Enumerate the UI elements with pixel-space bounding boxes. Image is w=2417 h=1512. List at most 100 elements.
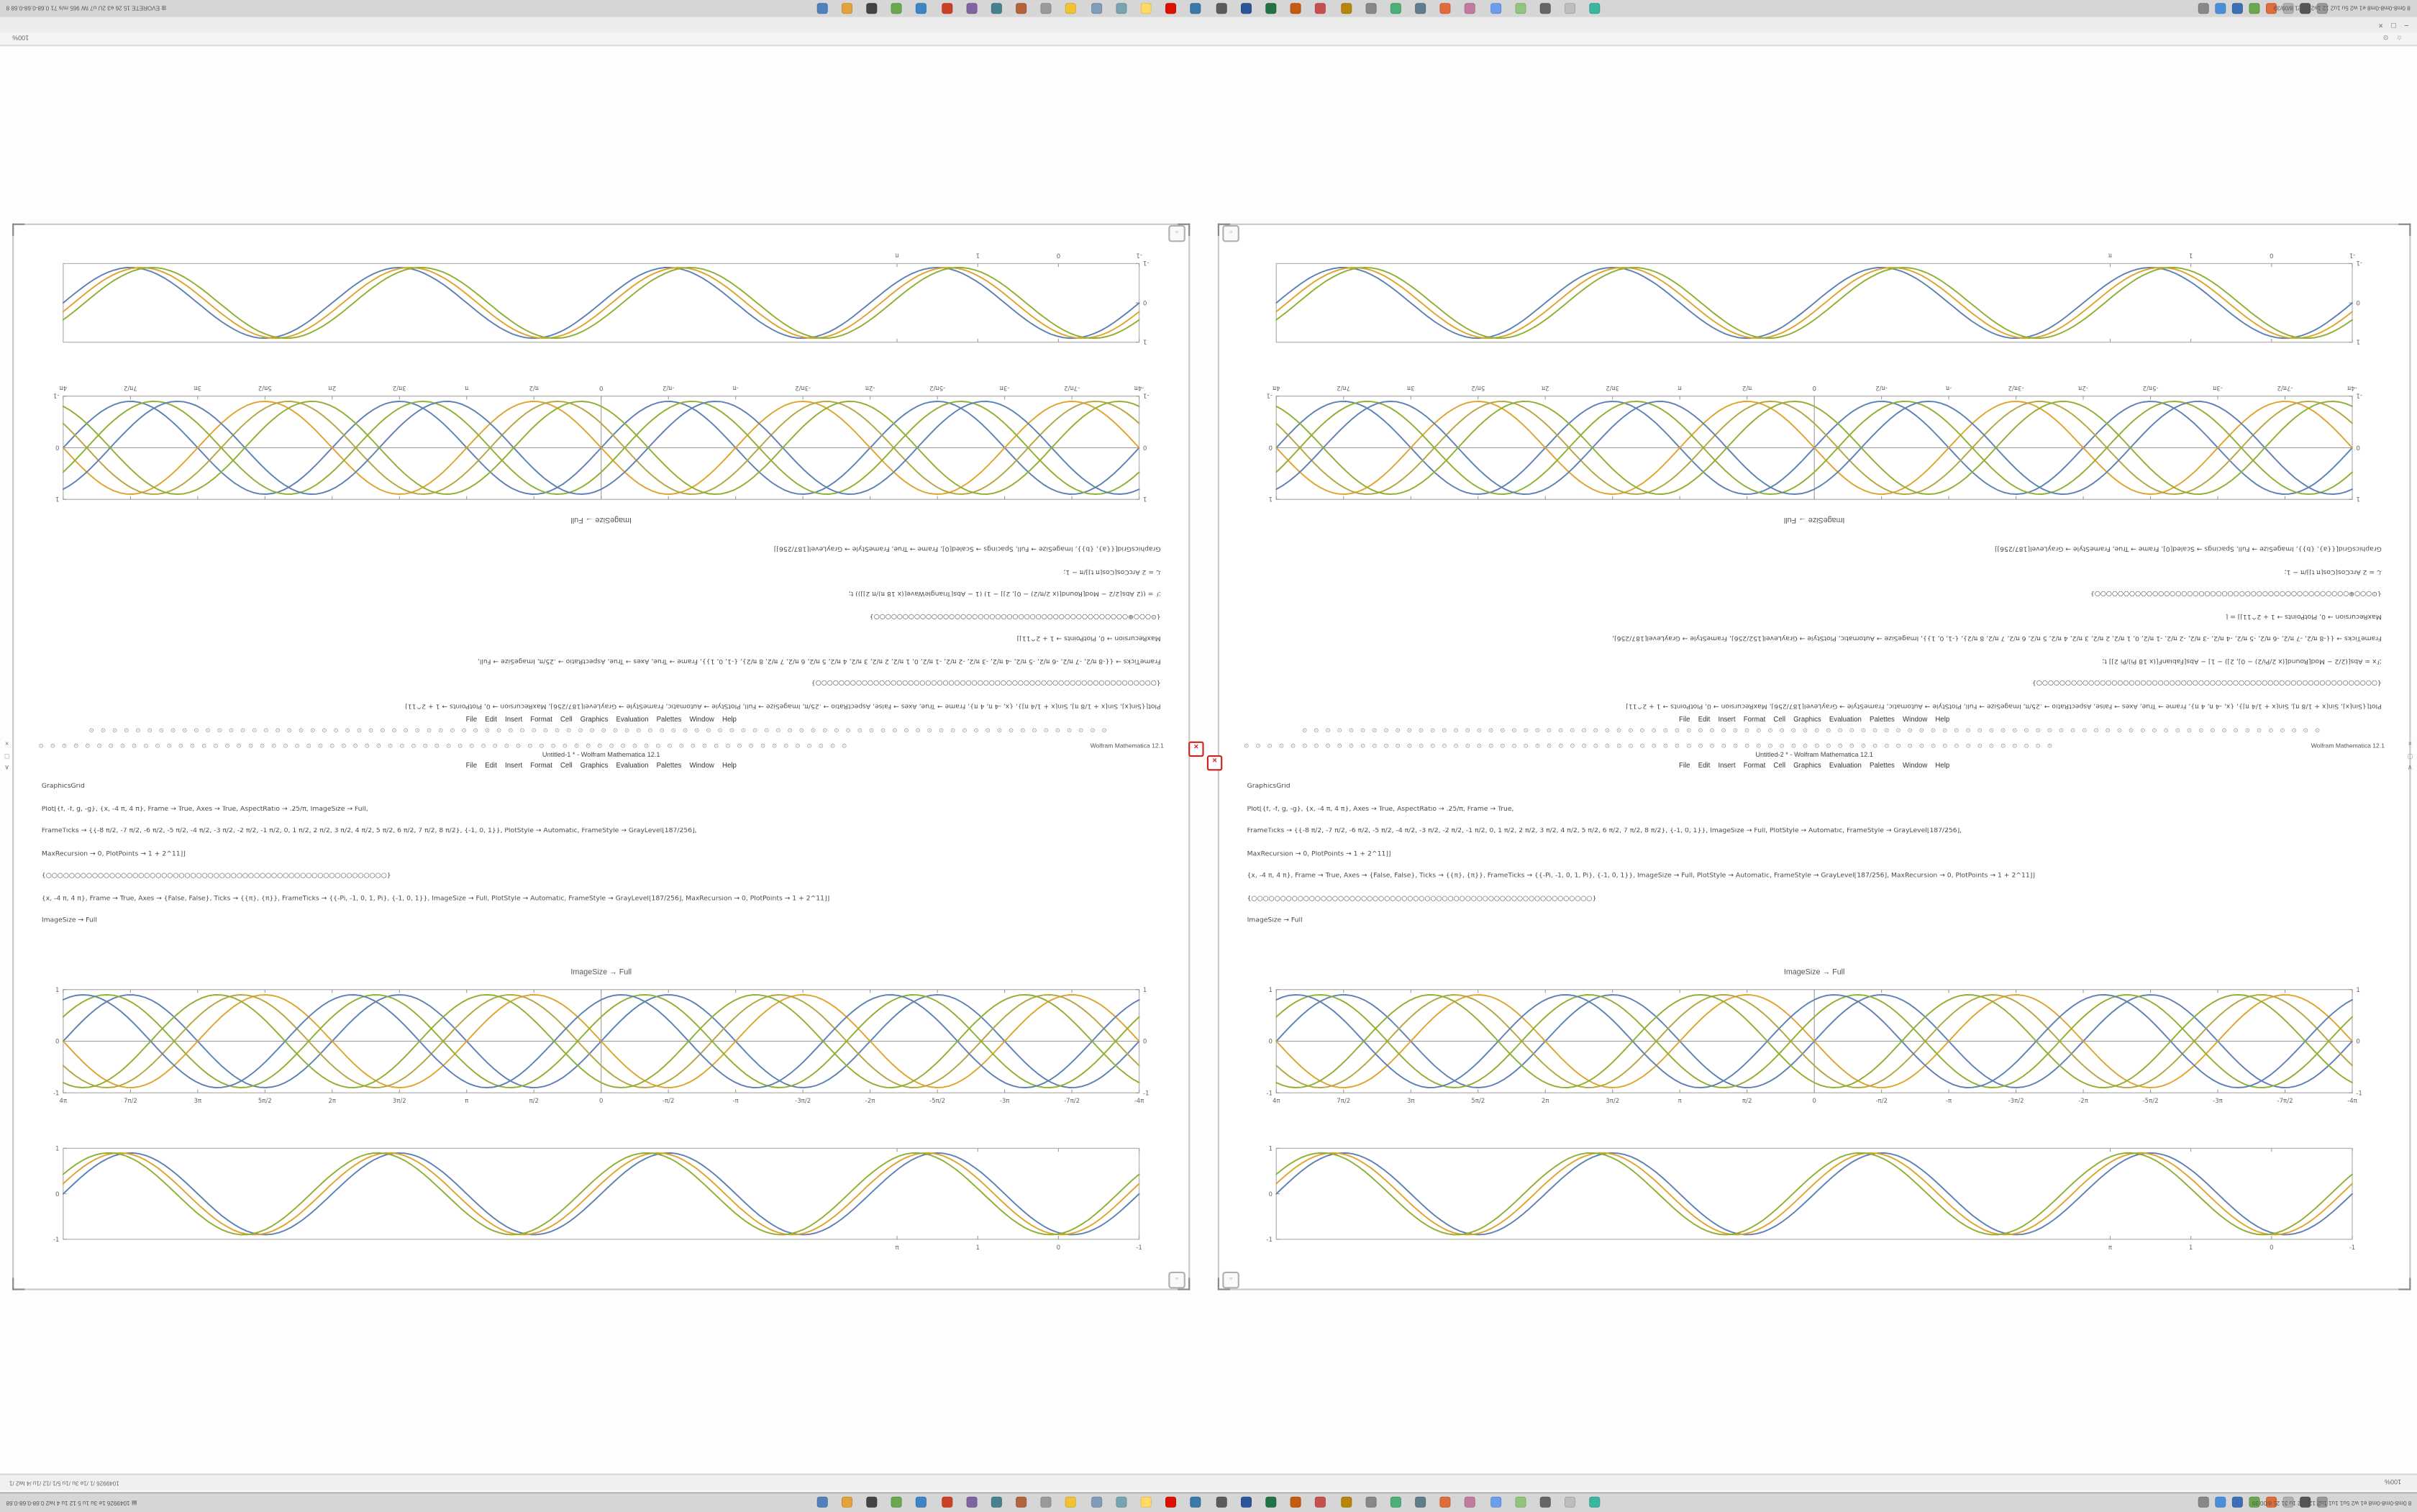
web-browser-icon[interactable]	[816, 2, 827, 14]
updates-icon[interactable]	[2266, 3, 2277, 14]
calendar-icon[interactable]	[941, 1495, 952, 1507]
browser-alt-icon[interactable]	[1440, 1495, 1452, 1507]
weather-icon[interactable]	[1515, 2, 1526, 14]
mail-icon[interactable]	[916, 2, 927, 14]
writer-icon[interactable]	[1240, 2, 1252, 14]
menu-item-palettes[interactable]: Palettes	[1870, 715, 1895, 723]
menu-item-format[interactable]: Format	[530, 761, 552, 770]
code-cell-bottom[interactable]: GraphicsGrid Plot[{f, -f, g, -g}, {x, -4 …	[1247, 783, 2382, 962]
code-line[interactable]: GraphicsGrid[{{a}, {b}}, ImageSize → Ful…	[1994, 545, 2382, 553]
system-monitor-icon[interactable]	[1390, 2, 1401, 14]
toolbar-row-2[interactable]: ⊙⊙⊙⊙⊙⊙⊙⊙⊙⊙⊙⊙⊙⊙⊙⊙⊙⊙⊙⊙⊙⊙⊙⊙⊙⊙⊙⊙⊙⊙⊙⊙⊙⊙⊙⊙⊙⊙⊙⊙…	[1244, 740, 2059, 749]
text-editor-icon[interactable]	[891, 1495, 902, 1507]
menu-item-window[interactable]: Window	[1902, 761, 1928, 770]
code-line[interactable]: Plot[{Sin[x], Sin[x + 1/8 π], Sin[x + 1/…	[405, 701, 1161, 709]
code-line[interactable]: FrameTicks → {{-8 π/2, -7 π/2, -6 π/2, -…	[477, 656, 1161, 665]
menu-item-cell[interactable]: Cell	[1773, 761, 1786, 770]
settings-icon[interactable]	[1041, 2, 1052, 14]
menu-item-edit[interactable]: Edit	[485, 715, 497, 723]
terminal-icon[interactable]	[866, 2, 878, 14]
panel-corner-button[interactable]: ▫	[1168, 1271, 1185, 1289]
virtual-machine-icon[interactable]	[1415, 2, 1426, 14]
menu-item-graphics[interactable]: Graphics	[1793, 715, 1821, 723]
system-monitor-icon[interactable]	[1390, 1495, 1401, 1507]
code-line[interactable]: ℱ = ((2 Abs[2/2 − Mod[Round[(x 2/π/2) − …	[848, 589, 1161, 598]
code-line[interactable]: {⊙○○○⊕○○○○○○○○○○○○○○○○○○○○○○○○○○○○○○○○○○…	[869, 611, 1161, 620]
code-line[interactable]: {○○○○○○○○○○○○○○○○○○○○○○○○○○○○○○○○○○○○○○○…	[41, 872, 391, 880]
toolbar-row[interactable]: ⊙⊙⊙⊙⊙⊙⊙⊙⊙⊙⊙⊙⊙⊙⊙⊙⊙⊙⊙⊙⊙⊙⊙⊙⊙⊙⊙⊙⊙⊙⊙⊙⊙⊙⊙⊙⊙⊙⊙⊙…	[1302, 726, 2327, 734]
bluetooth-icon[interactable]	[2231, 1496, 2243, 1508]
code-editor-icon[interactable]	[1191, 1495, 1202, 1507]
menu-item-edit[interactable]: Edit	[1698, 715, 1711, 723]
menu-item-window[interactable]: Window	[689, 761, 714, 770]
code-line[interactable]: Plot[{Sin[x], Sin[x + 1/8 π], Sin[x + 1/…	[1626, 701, 2382, 709]
maximize-icon[interactable]: □	[4, 751, 9, 760]
camera-icon[interactable]	[1539, 2, 1551, 14]
menu-item-palettes[interactable]: Palettes	[656, 761, 682, 770]
menu-item-palettes[interactable]: Palettes	[656, 715, 682, 723]
menu-item-insert[interactable]: Insert	[1718, 715, 1736, 723]
disks-icon[interactable]	[1365, 1495, 1376, 1507]
code-line[interactable]: {x, -4 π, 4 π}, Frame → True, Axes → {Fa…	[41, 894, 830, 903]
help-icon[interactable]	[1590, 2, 1601, 14]
notebook-window-left[interactable]: -1 0 1 π 1 0 -1 -4π -7π/2 -3π -5π/2 -2π -3π/2 -π -π/2…	[12, 223, 1191, 1290]
code-line[interactable]: FrameTicks → {{-8 π/2, -7 π/2, -6 π/2, -…	[1612, 634, 2382, 642]
calculator-icon[interactable]	[1091, 1495, 1102, 1507]
menu-item-window[interactable]: Window	[1902, 715, 1928, 723]
chevron-up-icon[interactable]: ∧	[2407, 762, 2413, 771]
menu-item-cell[interactable]: Cell	[560, 761, 573, 770]
volume-icon[interactable]	[2215, 1496, 2226, 1508]
bluetooth-icon[interactable]	[2231, 3, 2243, 14]
code-cell-bottom[interactable]: GraphicsGrid Plot[{f, -f, g, -g}, {x, -4 …	[42, 783, 1161, 962]
notebook-window-right[interactable]: -1 0 1 π 1 0 -1 -4π -7π/2 -3π -5π/2 -2π -3π/2 -π -π/2…	[1217, 223, 2411, 1290]
code-line[interactable]: Plot[{f, -f, g, -g}, {x, -4 π, 4 π}, Axe…	[1247, 805, 1514, 814]
code-line[interactable]: {○○○○○○○○○○○○○○○○○○○○○○○○○○○○○○○○○○○○○○○…	[2031, 678, 2382, 687]
edge-controls-right[interactable]: × □ ∧	[2405, 740, 2416, 773]
code-line[interactable]: Plot[{f, -f, g, -g}, {x, -4 π, 4 π}, Fra…	[41, 805, 368, 814]
virtual-machine-icon[interactable]	[1415, 1495, 1426, 1507]
menu-item-palettes[interactable]: Palettes	[1870, 761, 1895, 770]
browser-alt-icon[interactable]	[1440, 2, 1452, 14]
edge-controls-left[interactable]: × □ ∨	[1, 740, 12, 773]
wolfram-spikey-icon[interactable]	[1165, 2, 1177, 14]
music-icon[interactable]	[965, 1495, 977, 1507]
code-line[interactable]: FrameTicks → {{-8 π/2, -7 π/2, -6 π/2, -…	[41, 827, 697, 836]
web-browser-icon[interactable]	[816, 1495, 827, 1507]
code-cell-top[interactable]: Plot[{Sin[x], Sin[x + 1/8 π], Sin[x + 1/…	[1247, 530, 2382, 709]
close-icon[interactable]: ×	[1188, 741, 1204, 757]
menu-item-help[interactable]: Help	[1935, 761, 1950, 770]
clock-icon[interactable]	[2300, 3, 2311, 14]
chat-icon[interactable]	[1116, 1495, 1127, 1507]
code-line[interactable]: MaxRecursion → 0, PlotPoints → 1 + 2^11]…	[1016, 634, 1161, 642]
photos-icon[interactable]	[991, 2, 1002, 14]
maps-icon[interactable]	[1490, 2, 1501, 14]
slides-icon[interactable]	[1290, 1495, 1301, 1507]
menu-item-cell[interactable]: Cell	[560, 715, 573, 723]
menu-item-evaluation[interactable]: Evaluation	[616, 761, 649, 770]
mail-icon[interactable]	[916, 1495, 927, 1507]
clock-icon[interactable]	[2300, 1496, 2311, 1508]
code-line[interactable]: MaxRecursion → 0, PlotPoints → 1 + 2^11]…	[2225, 611, 2382, 620]
menu-item-format[interactable]: Format	[530, 715, 552, 723]
menu-item-help[interactable]: Help	[722, 715, 737, 723]
window-controls[interactable]: − □ ×	[2375, 19, 2410, 29]
code-line[interactable]: GraphicsGrid	[41, 783, 85, 791]
trash-icon[interactable]	[1565, 2, 1576, 14]
close-icon[interactable]: ×	[4, 739, 9, 748]
menu-item-insert[interactable]: Insert	[505, 761, 523, 770]
store-icon[interactable]	[1065, 2, 1077, 14]
menu-item-format[interactable]: Format	[1743, 715, 1766, 723]
keyboard-icon[interactable]	[2282, 3, 2294, 14]
menu-item-edit[interactable]: Edit	[1698, 761, 1711, 770]
code-line[interactable]: {○○○○○○○○○○○○○○○○○○○○○○○○○○○○○○○○○○○○○○○…	[1247, 894, 1597, 903]
archive-icon[interactable]	[1340, 1495, 1352, 1507]
writer-icon[interactable]	[1240, 1495, 1252, 1507]
session-icon[interactable]	[2316, 1496, 2328, 1508]
menu-item-graphics[interactable]: Graphics	[1793, 761, 1821, 770]
menu-item-graphics[interactable]: Graphics	[580, 761, 609, 770]
calendar-icon[interactable]	[941, 2, 952, 14]
menu-item-evaluation[interactable]: Evaluation	[1829, 761, 1862, 770]
menu-item-edit[interactable]: Edit	[485, 761, 497, 770]
help-icon[interactable]	[1590, 1495, 1601, 1507]
pdf-viewer-icon[interactable]	[1315, 1495, 1326, 1507]
